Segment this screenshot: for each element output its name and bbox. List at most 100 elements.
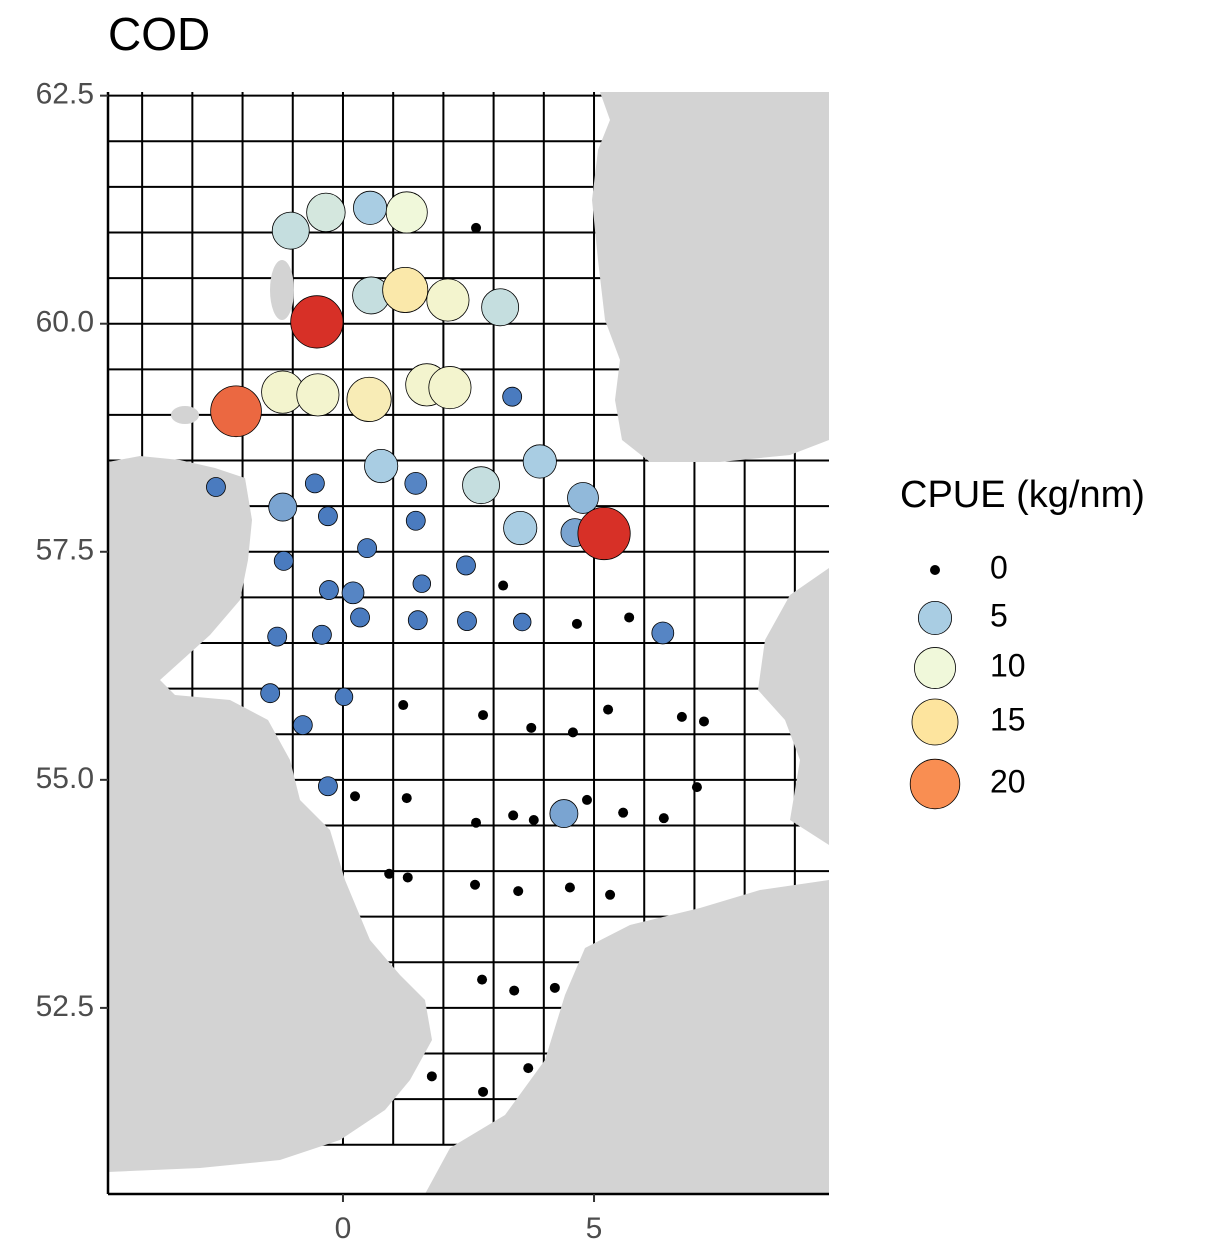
x-tick-label: 5 <box>586 1212 603 1245</box>
bubble <box>577 506 631 561</box>
legend-label: 0 <box>990 549 1008 585</box>
bubble <box>456 555 476 576</box>
y-tick-label: 55.0 <box>36 762 94 795</box>
axes: 62.5 60.0 57.5 55.0 52.5 0 5 <box>36 78 603 1245</box>
bubble <box>318 776 338 797</box>
zero-point <box>698 716 709 727</box>
bubble <box>502 386 523 407</box>
chart-title: COD <box>108 8 210 60</box>
bubble <box>306 192 346 233</box>
legend-label: 10 <box>990 647 1026 683</box>
zero-point <box>564 882 575 893</box>
zero-point <box>691 782 702 793</box>
zero-point <box>398 700 409 711</box>
bubble <box>407 610 428 631</box>
zero-point <box>523 1063 534 1074</box>
zero-point <box>571 618 582 629</box>
bubble <box>522 444 557 479</box>
y-tick-label: 52.5 <box>36 990 94 1023</box>
zero-point <box>384 868 395 879</box>
bubble <box>457 611 477 632</box>
zero-point <box>549 982 560 993</box>
bubble <box>292 715 313 736</box>
land <box>108 92 829 1194</box>
zero-point <box>658 813 669 824</box>
bubble <box>267 626 288 647</box>
norway <box>592 92 829 462</box>
zero-point <box>603 704 614 715</box>
legend-label: 5 <box>990 597 1008 633</box>
zero-point <box>528 814 539 825</box>
bubble <box>385 191 428 234</box>
bubble <box>350 607 370 628</box>
zero-point <box>471 222 482 233</box>
bubble <box>290 295 344 349</box>
zero-point <box>605 889 616 900</box>
bubble <box>318 506 338 527</box>
legend-label: 20 <box>990 763 1026 799</box>
legend-title: CPUE (kg/nm) <box>900 474 1145 516</box>
bubble <box>364 448 399 484</box>
bubble <box>353 190 388 225</box>
zero-point <box>567 727 578 738</box>
bubble <box>271 211 310 250</box>
bubble <box>268 492 298 522</box>
bubble <box>567 482 599 514</box>
y-tick-label: 57.5 <box>36 534 94 567</box>
legend-label: 15 <box>990 701 1026 737</box>
bubble <box>462 466 500 505</box>
zero-point <box>470 879 481 890</box>
legend-key <box>909 758 961 810</box>
zero-point <box>402 872 413 883</box>
bubble <box>341 581 365 605</box>
shetland <box>270 260 294 320</box>
orkney <box>171 406 199 424</box>
zero-point <box>509 985 520 996</box>
denmark-sweden <box>758 568 829 845</box>
bubble <box>260 683 281 704</box>
zero-point <box>526 722 537 733</box>
bubble <box>426 278 470 322</box>
bubble <box>319 580 339 600</box>
bubble <box>357 538 377 559</box>
legend-key <box>917 600 953 636</box>
zero-point <box>508 810 519 821</box>
zero-point <box>498 580 509 591</box>
bubble <box>273 550 294 571</box>
bubble <box>549 799 579 829</box>
zero-point <box>618 807 629 818</box>
zero-point <box>471 817 482 828</box>
bubble <box>412 574 432 593</box>
zero-point <box>676 711 687 722</box>
bubble <box>382 266 429 313</box>
zero-point <box>477 974 488 985</box>
bubble <box>210 385 262 438</box>
bubble <box>206 477 226 497</box>
zero-point <box>350 791 361 802</box>
legend-key <box>914 647 956 689</box>
y-tick-label: 62.5 <box>36 78 94 111</box>
bubble <box>481 288 520 327</box>
bubble <box>405 510 426 531</box>
y-tick-label: 60.0 <box>36 306 94 339</box>
bubble <box>651 621 675 645</box>
points <box>206 190 709 1097</box>
zero-point <box>426 1071 437 1082</box>
zero-point <box>624 612 635 623</box>
bubble <box>304 473 325 494</box>
legend-key <box>911 698 959 746</box>
bubble <box>503 511 538 546</box>
bubble <box>428 366 472 410</box>
zero-point <box>478 1086 489 1097</box>
bubble <box>346 376 392 422</box>
zero-point <box>478 710 489 721</box>
bubble <box>513 612 532 632</box>
legend-key <box>930 565 940 575</box>
bubble <box>311 624 332 645</box>
great-britain <box>108 456 432 1172</box>
bubble <box>334 687 354 707</box>
continent <box>425 880 829 1194</box>
bubble <box>404 472 428 495</box>
zero-point <box>513 886 524 897</box>
